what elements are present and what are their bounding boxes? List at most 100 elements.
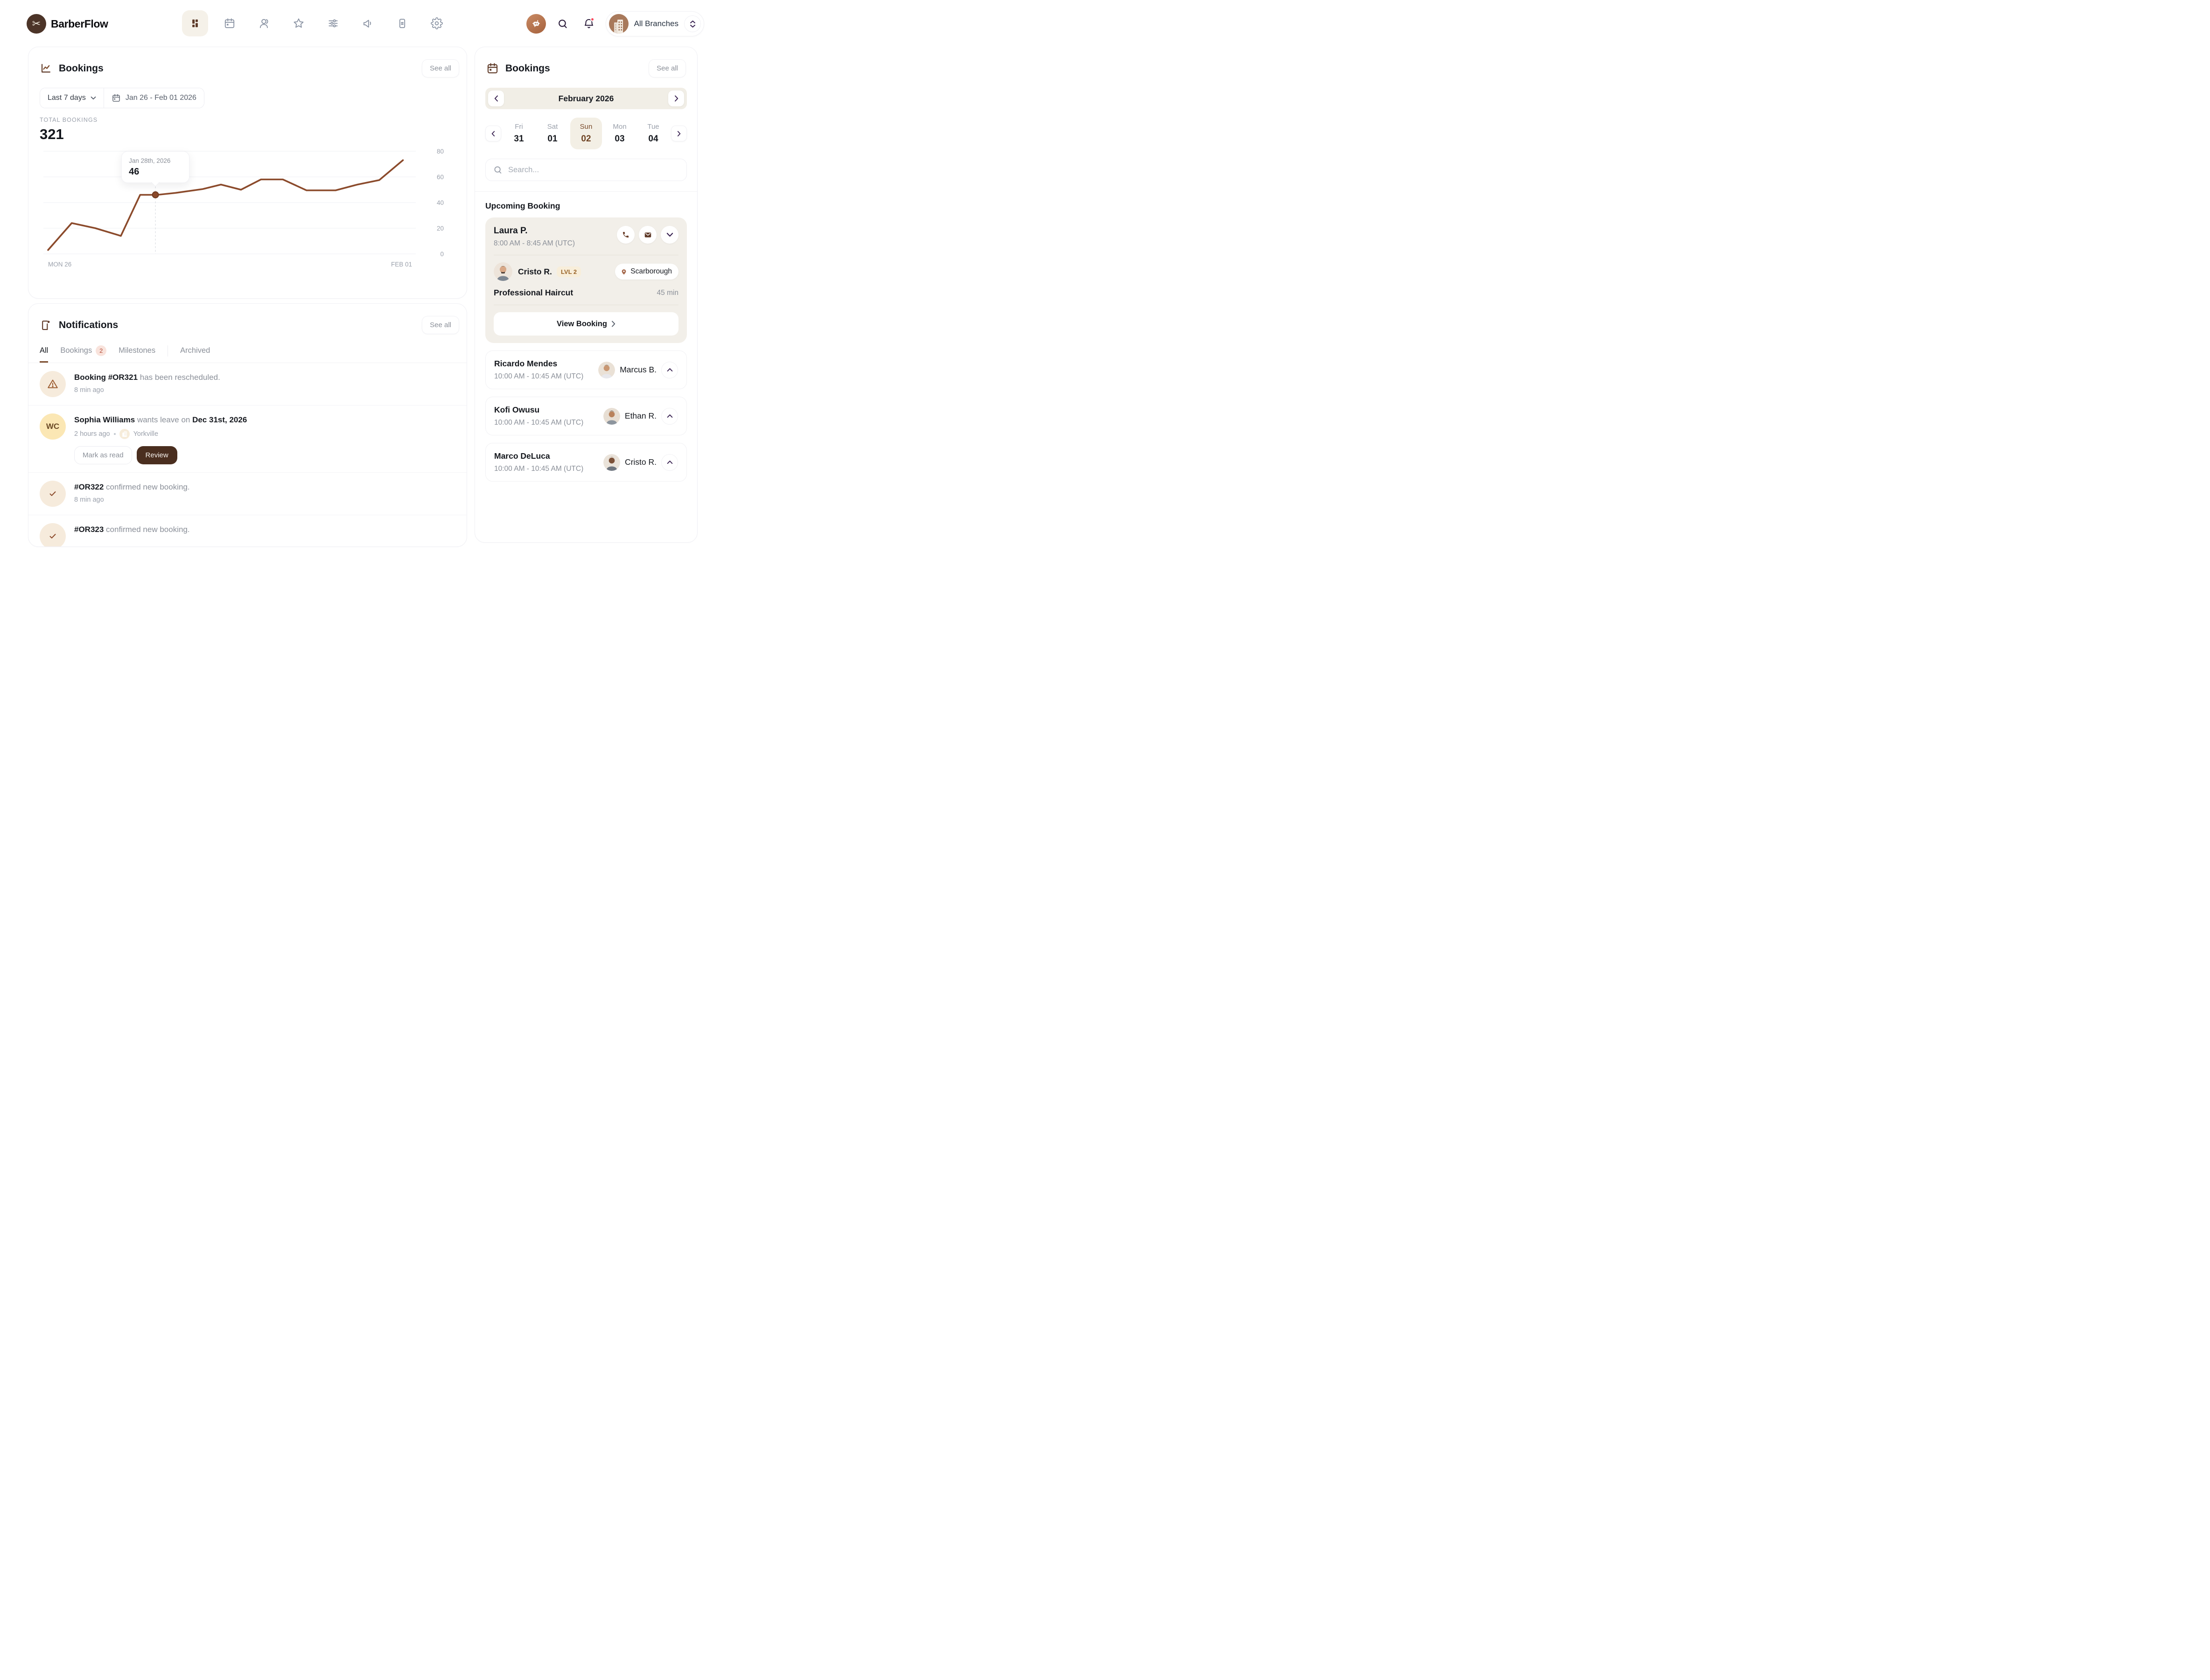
notification-subject: Booking #OR321 xyxy=(74,373,138,382)
svg-text:FEB 01: FEB 01 xyxy=(391,261,412,268)
warning-icon xyxy=(40,371,66,397)
star-icon xyxy=(293,17,305,29)
previous-month-button[interactable] xyxy=(488,91,504,106)
day-selector: Fri 31 Sat 01 Sun 02 Mon 03 Tue 04 xyxy=(485,118,687,149)
day-cell-sat-01[interactable]: Sat 01 xyxy=(547,123,558,144)
sliders-icon xyxy=(327,17,339,29)
search-input[interactable] xyxy=(508,165,679,175)
previous-days-button[interactable] xyxy=(485,126,501,141)
check-icon xyxy=(40,481,66,507)
branch-mini-icon xyxy=(119,429,130,439)
branch-location-pill[interactable]: Scarborough xyxy=(615,264,678,280)
collapse-row-button[interactable] xyxy=(661,454,678,471)
document-icon xyxy=(396,17,408,29)
date-range-picker[interactable]: Jan 26 - Feb 01 2026 xyxy=(104,88,204,108)
range-dropdown[interactable]: Last 7 days xyxy=(40,88,104,108)
notification-dot xyxy=(590,17,594,21)
tab-archived[interactable]: Archived xyxy=(180,346,210,355)
location-pin-icon xyxy=(620,268,628,275)
side-panel-see-all-button[interactable]: See all xyxy=(649,59,686,77)
collapse-row-button[interactable] xyxy=(661,361,678,378)
email-button[interactable] xyxy=(639,226,657,244)
bookings-search xyxy=(485,159,687,181)
notifications-card-title: Notifications xyxy=(59,319,119,330)
client-name: Kofi Owusu xyxy=(494,405,540,414)
expand-booking-button[interactable] xyxy=(661,226,678,244)
booking-row[interactable]: Marco DeLuca 10:00 AM - 10:45 AM (UTC) C… xyxy=(485,443,687,482)
date-range-label: Jan 26 - Feb 01 2026 xyxy=(125,94,196,102)
notifications-see-all-button[interactable]: See all xyxy=(422,316,459,334)
booking-row[interactable]: Ricardo Mendes 10:00 AM - 10:45 AM (UTC)… xyxy=(485,350,687,389)
notification-time: 8 min ago xyxy=(74,386,104,394)
month-label: February 2026 xyxy=(558,93,614,103)
branch-selector[interactable]: All Branches xyxy=(605,11,704,36)
calendar-icon xyxy=(486,62,499,75)
chevron-down-icon xyxy=(91,96,96,100)
line-chart-canvas[interactable]: 0 20 40 60 80 MON 26 FEB 01 xyxy=(40,147,447,269)
bookings-card-title: Bookings xyxy=(59,63,104,74)
megaphone-icon xyxy=(362,17,374,29)
booking-time: 8:00 AM - 8:45 AM (UTC) xyxy=(494,239,575,247)
chevron-right-icon xyxy=(611,321,615,327)
day-cell-sun-02-selected[interactable]: Sun 02 xyxy=(570,118,602,149)
svg-text:60: 60 xyxy=(437,174,444,181)
barber-name: Cristo R. xyxy=(518,266,552,276)
branch-chevrons-icon xyxy=(684,15,701,32)
booking-row[interactable]: Kofi Owusu 10:00 AM - 10:45 AM (UTC) Eth… xyxy=(485,397,687,435)
notification-row[interactable]: WC Sophia Williams wants leave on Dec 31… xyxy=(28,406,467,473)
nav-team-button[interactable] xyxy=(251,10,277,36)
notifications-button[interactable] xyxy=(580,14,598,33)
tab-milestones[interactable]: Milestones xyxy=(119,346,156,355)
chart-filters: Last 7 days Jan 26 - Feb 01 2026 xyxy=(40,88,204,108)
ai-assistant-button[interactable] xyxy=(526,14,546,34)
side-panel-title: Bookings xyxy=(505,63,550,74)
bookings-side-panel: Bookings See all February 2026 Fri 31 Sa… xyxy=(475,47,698,543)
branch-location-label: Scarborough xyxy=(630,267,672,275)
next-month-button[interactable] xyxy=(668,91,684,106)
svg-text:MON 26: MON 26 xyxy=(48,261,71,268)
check-icon xyxy=(40,523,66,546)
collapse-row-button[interactable] xyxy=(661,407,678,425)
avatar: WC xyxy=(40,413,66,440)
service-name: Professional Haircut xyxy=(494,288,573,297)
call-button[interactable] xyxy=(617,226,635,244)
day-cell-fri-31[interactable]: Fri 31 xyxy=(514,123,524,144)
mark-as-read-button[interactable]: Mark as read xyxy=(74,446,132,464)
notification-row[interactable]: Booking #OR321 has been rescheduled. 8 m… xyxy=(28,363,467,406)
upcoming-booking-label: Upcoming Booking xyxy=(485,201,560,210)
search-button[interactable] xyxy=(553,14,572,33)
nav-dashboard-button[interactable] xyxy=(182,10,208,36)
tooltip-date: Jan 28th, 2026 xyxy=(129,157,171,164)
next-days-button[interactable] xyxy=(671,126,687,141)
featured-booking-card: Laura P. 8:00 AM - 8:45 AM (UTC) Cristo … xyxy=(485,217,687,343)
nav-reviews-button[interactable] xyxy=(286,10,312,36)
header-actions: All Branches xyxy=(526,11,704,36)
nav-marketing-button[interactable] xyxy=(355,10,381,36)
notification-row[interactable]: #OR322 confirmed new booking. 8 min ago xyxy=(28,473,467,515)
day-cell-tue-04[interactable]: Tue 04 xyxy=(647,123,659,144)
day-cell-mon-03[interactable]: Mon 03 xyxy=(613,123,627,144)
service-duration: 45 min xyxy=(657,288,678,297)
booking-time: 10:00 AM - 10:45 AM (UTC) xyxy=(494,465,584,473)
bookings-chart-card: Bookings See all Last 7 days Jan 26 - Fe… xyxy=(28,47,467,299)
tab-bookings[interactable]: Bookings 2 xyxy=(60,339,107,363)
nav-settings-button[interactable] xyxy=(424,10,450,36)
nav-reports-button[interactable] xyxy=(389,10,415,36)
barber-avatar xyxy=(603,407,620,425)
barber-name: Cristo R. xyxy=(624,457,657,467)
notification-row[interactable]: #OR323 confirmed new booking. xyxy=(28,515,467,546)
client-name: Laura P. xyxy=(494,226,528,236)
range-dropdown-label: Last 7 days xyxy=(48,94,86,102)
robot-icon xyxy=(531,18,542,29)
review-button[interactable]: Review xyxy=(136,446,177,464)
nav-calendar-button[interactable] xyxy=(217,10,243,36)
barber-avatar xyxy=(494,262,512,281)
view-booking-button[interactable]: View Booking xyxy=(494,312,678,336)
bookings-tab-badge: 2 xyxy=(96,345,107,356)
nav-services-button[interactable] xyxy=(320,10,346,36)
scissors-logo-icon: ✂ xyxy=(27,14,46,34)
bookings-see-all-button[interactable]: See all xyxy=(422,59,459,77)
notification-tabs: All Bookings 2 Milestones Archived xyxy=(28,339,467,363)
client-name: Marco DeLuca xyxy=(494,451,550,461)
tab-all[interactable]: All xyxy=(40,339,49,363)
